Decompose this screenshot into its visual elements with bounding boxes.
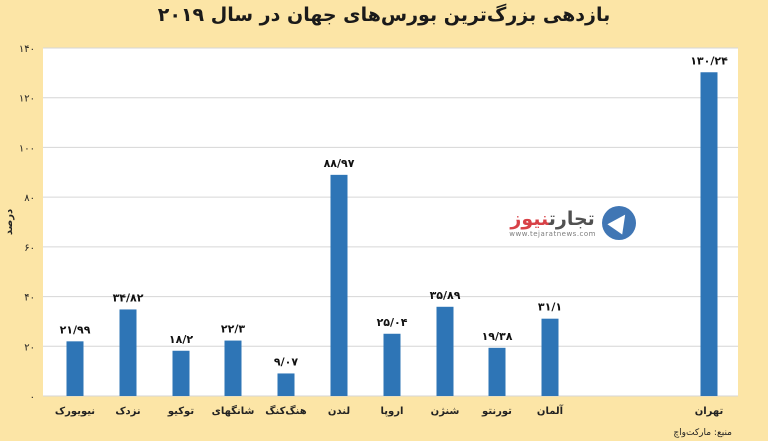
- bar: [172, 350, 190, 396]
- data-label: ۳۵/۸۹: [430, 289, 461, 302]
- x-tick-label: توکیو: [167, 406, 194, 417]
- bar: [383, 333, 401, 396]
- data-label: ۲۲/۳: [221, 323, 245, 336]
- watermark: تجارتنیوز www.tejaratnews.com: [488, 200, 636, 246]
- bar: [119, 309, 137, 396]
- y-tick-label: ۲۰: [24, 342, 35, 353]
- x-tick-label: نزدک: [115, 406, 140, 417]
- x-tick-label: هنگ‌کنگ: [265, 405, 306, 417]
- data-label: ۳۱/۱: [538, 301, 562, 314]
- bar: [488, 347, 506, 396]
- y-tick-label: ۴۰: [24, 293, 35, 304]
- y-tick-label: ۱۴۰: [19, 44, 35, 55]
- bar: [541, 318, 559, 396]
- bar: [700, 72, 718, 397]
- y-axis-label: درصد: [4, 209, 15, 235]
- x-tick-label: تورنتو: [481, 406, 512, 417]
- data-label: ۸۸/۹۷: [324, 157, 355, 170]
- x-tick-label: تهران: [695, 406, 724, 417]
- x-tick-label: لندن: [328, 406, 350, 417]
- x-tick-label: شانگهای: [212, 404, 255, 417]
- bar: [224, 340, 242, 396]
- data-label: ۲۵/۰۴: [377, 316, 408, 329]
- tejarat-news-logo-icon: [602, 206, 636, 240]
- data-label: ۳۴/۸۲: [113, 291, 144, 304]
- bar: [330, 174, 348, 396]
- x-axis-ticks: نیویورک نزدک توکیو شانگهای هنگ‌کنگ لندن اروپا ش…: [55, 404, 724, 417]
- y-tick-label: ۸۰: [24, 193, 35, 204]
- bar: [66, 341, 84, 396]
- x-tick-label: اروپا: [381, 406, 404, 417]
- data-label: ۲۱/۹۹: [60, 323, 91, 336]
- y-axis-ticks: ۰ ۲۰ ۴۰ ۶۰ ۸۰ ۱۰۰ ۱۲۰ ۱۴۰: [19, 44, 35, 403]
- watermark-brand: تجارتنیوز: [510, 208, 595, 230]
- watermark-url: www.tejaratnews.com: [509, 230, 596, 238]
- x-tick-label: شنژن: [431, 406, 460, 417]
- y-tick-label: ۱۲۰: [19, 94, 35, 105]
- bars: [66, 72, 718, 397]
- data-label: ۱۹/۳۸: [482, 330, 513, 343]
- x-tick-label: آلمان: [537, 404, 564, 417]
- chart-title: بازدهی بزرگ‌ترین بورس‌های جهان در سال ۲۰…: [157, 4, 611, 26]
- bar: [436, 306, 454, 396]
- data-labels: ۲۱/۹۹ ۳۴/۸۲ ۱۸/۲ ۲۲/۳ ۹/۰۷ ۸۸/۹۷ ۲۵/۰۴ ۳۵/۸۹ ۱۹/…: [60, 54, 729, 368]
- x-tick-label: نیویورک: [55, 406, 95, 417]
- y-tick-label: ۱۰۰: [19, 143, 35, 154]
- gridlines: [43, 47, 738, 397]
- data-label: ۱۳۰/۲۴: [690, 54, 728, 67]
- bar: [277, 373, 295, 396]
- data-label: ۹/۰۷: [274, 355, 298, 368]
- y-tick-label: ۶۰: [24, 243, 35, 254]
- source-note: منبع: مارکت‌واچ: [673, 428, 732, 438]
- y-tick-label: ۰: [30, 392, 35, 403]
- data-label: ۱۸/۲: [169, 333, 193, 346]
